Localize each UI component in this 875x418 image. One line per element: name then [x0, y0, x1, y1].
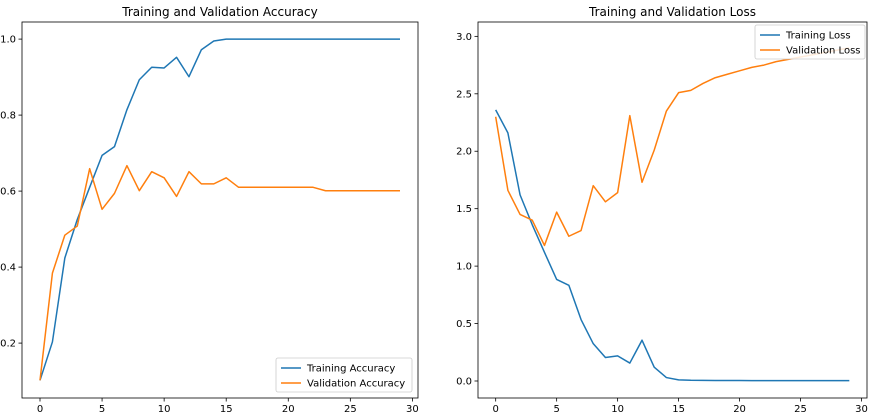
accuracy-x-tick-label: 5 [99, 404, 105, 415]
loss-x-tick-label: 10 [611, 404, 624, 415]
accuracy-y-tick-label: 0.2 [0, 339, 16, 350]
accuracy-y-tick-label: 1.0 [0, 35, 16, 46]
legend-label-training-loss: Training Loss [785, 31, 851, 42]
loss-plot-frame [477, 21, 868, 399]
series-line-training-accuracy [39, 38, 400, 381]
accuracy-x-tick-label: 15 [220, 404, 233, 415]
loss-x-tick-label: 25 [794, 404, 807, 415]
accuracy-chart-title: Training and Validation Accuracy [121, 5, 317, 19]
loss-y-tick-label: 2.0 [456, 147, 472, 158]
loss-y-tick-label: 1.0 [456, 262, 472, 273]
loss-x-tick-label: 5 [553, 404, 559, 415]
loss-y-tick-label: 2.5 [456, 89, 472, 100]
loss-y-tick-label: 1.5 [456, 204, 472, 215]
accuracy-legend-box [275, 357, 413, 393]
loss-legend-box [754, 24, 866, 60]
loss-chart-title: Training and Validation Loss [588, 5, 756, 19]
accuracy-legend: Training Accuracy Validation Accuracy [275, 357, 413, 393]
loss-x-tick-label: 0 [492, 404, 498, 415]
loss-y-tick-label: 0.5 [456, 319, 472, 330]
accuracy-x-tick-label: 20 [282, 404, 295, 415]
series-line-validation-accuracy [39, 164, 400, 381]
loss-x-tick-label: 15 [672, 404, 685, 415]
accuracy-y-tick-label: 0.4 [0, 263, 16, 274]
accuracy-x-tick-label: 0 [37, 404, 43, 415]
accuracy-x-tick-label: 10 [158, 404, 171, 415]
accuracy-y-tick-label: 0.6 [0, 187, 16, 198]
loss-y-tick-label: 0.0 [456, 376, 472, 387]
loss-y-tick-label: 3.0 [456, 32, 472, 43]
series-line-training-loss [495, 109, 850, 382]
legend-label-validation-loss: Validation Loss [786, 46, 861, 57]
accuracy-x-tick-label: 30 [406, 404, 419, 415]
accuracy-x-tick-label: 25 [344, 404, 357, 415]
loss-x-tick-label: 20 [733, 404, 746, 415]
legend-label-training-accuracy: Training Accuracy [306, 364, 395, 375]
loss-chart: Training and Validation Loss 0 5 10 15 20 25 30… [456, 5, 868, 415]
accuracy-plot-frame [21, 21, 419, 399]
accuracy-chart: Training and Validation Accuracy 0 5 10 15 20… [0, 5, 419, 415]
loss-legend: Training Loss Validation Loss [754, 24, 866, 60]
legend-label-validation-accuracy: Validation Accuracy [307, 379, 405, 390]
loss-x-tick-label: 30 [855, 404, 868, 415]
accuracy-y-tick-label: 0.8 [0, 111, 16, 122]
